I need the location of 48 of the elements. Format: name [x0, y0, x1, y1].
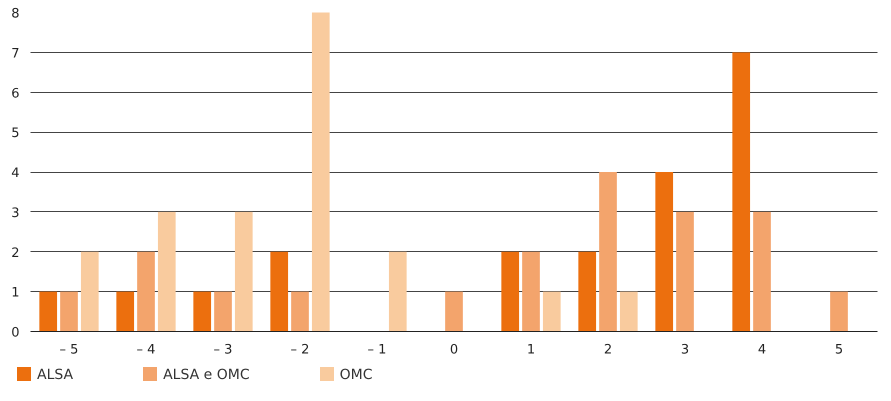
- x-tick-label: 5: [834, 342, 844, 358]
- x-tick-label: 4: [758, 342, 766, 358]
- legend-label: OMC: [338, 366, 372, 385]
- y-tick-label: 4: [11, 166, 20, 181]
- bar: [542, 292, 561, 332]
- bar: [732, 52, 750, 332]
- bar: [291, 292, 309, 332]
- bar: [80, 252, 99, 332]
- x-tick-label: 3: [680, 342, 690, 358]
- bar: [830, 292, 848, 332]
- bar: [270, 252, 288, 332]
- bar: [158, 212, 176, 332]
- bar: [60, 292, 78, 332]
- bar: [655, 172, 674, 332]
- x-tick-label: – 2: [290, 342, 310, 358]
- bar: [234, 212, 253, 332]
- legend-label: ALSA e OMC: [162, 366, 250, 385]
- bar: [388, 252, 407, 332]
- x-tick-label: – 1: [368, 342, 386, 358]
- bar: [193, 292, 212, 332]
- y-tick-label: 5: [11, 126, 20, 142]
- y-tick-label: 2: [11, 246, 20, 261]
- y-tick-label: 1: [11, 286, 20, 301]
- x-tick-label: 1: [526, 342, 536, 358]
- x-tick-label: – 4: [136, 342, 156, 358]
- bar: [39, 292, 58, 332]
- legend-label: ALSA: [36, 366, 74, 385]
- bar: [501, 252, 520, 332]
- x-tick-label: 0: [450, 342, 458, 358]
- x-tick-label: – 3: [214, 342, 232, 358]
- bar: [676, 212, 694, 332]
- bar: [445, 292, 463, 332]
- bar: [312, 12, 330, 332]
- bar: [753, 212, 771, 332]
- y-tick-label: 7: [11, 46, 20, 62]
- y-tick-label: 8: [11, 6, 20, 22]
- bar: [214, 292, 232, 332]
- bar: [578, 252, 596, 332]
- bar: [137, 252, 155, 332]
- x-tick-label: – 5: [60, 342, 78, 358]
- y-tick-label: 0: [11, 326, 20, 340]
- bar: [599, 172, 617, 332]
- y-tick-label: 6: [11, 86, 20, 102]
- bar: [620, 292, 638, 332]
- bar: [116, 292, 134, 332]
- y-tick-label: 3: [11, 206, 20, 221]
- x-tick-label: 2: [604, 342, 612, 358]
- bar: [522, 252, 540, 332]
